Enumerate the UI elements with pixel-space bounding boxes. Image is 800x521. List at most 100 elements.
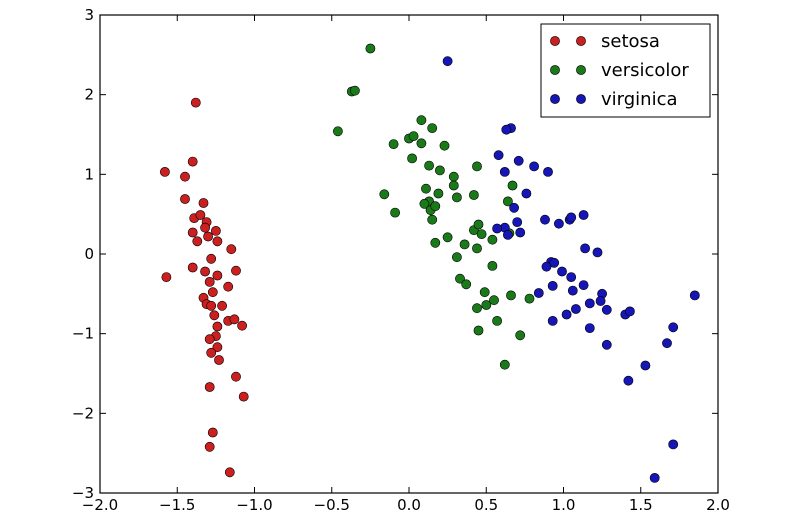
point-setosa-17 [187,262,198,273]
point-virginica-26 [566,272,577,282]
point-versicolor-17 [433,188,444,199]
point-versicolor-11 [407,153,417,164]
point-versicolor-34 [442,232,453,243]
point-virginica-42 [689,290,700,301]
point-versicolor-10 [439,140,450,151]
point-versicolor-12 [424,160,434,171]
point-setosa-7 [195,210,206,220]
point-versicolor-32 [459,239,470,250]
point-setosa-32 [237,320,247,331]
point-setosa-10 [210,225,221,236]
point-setosa-40 [204,382,215,392]
point-versicolor-47 [524,293,535,304]
x-tick-label: −2.0 [82,496,118,514]
point-versicolor-9 [416,138,427,149]
point-versicolor-43 [473,325,484,336]
point-virginica-48 [649,472,660,483]
point-setosa-21 [161,272,172,282]
point-virginica-15 [540,214,550,225]
point-virginica-37 [547,315,558,326]
point-versicolor-13 [434,165,445,176]
point-versicolor-31 [487,234,498,245]
point-versicolor-14 [448,171,459,182]
point-virginica-18 [566,212,577,223]
x-tick-label: 0.5 [474,496,498,514]
legend-marker-virginica [576,94,586,104]
point-virginica-9 [509,202,519,213]
point-versicolor-37 [487,260,498,271]
x-tick-label: 1.0 [552,496,576,514]
point-setosa-23 [223,281,234,292]
point-versicolor-5 [427,123,438,134]
y-tick-label: −1 [72,325,94,343]
point-virginica-34 [571,304,581,314]
point-virginica-10 [512,217,523,227]
point-virginica-43 [668,322,679,333]
x-tick-label: 1.5 [629,496,653,514]
point-setosa-22 [204,276,215,287]
x-tick-label: 2.0 [706,496,730,514]
point-setosa-0 [190,97,201,108]
point-setosa-3 [180,171,190,182]
legend-marker-setosa [550,36,560,46]
point-setosa-36 [212,342,223,353]
point-versicolor-19 [451,192,462,203]
point-virginica-46 [623,375,634,386]
point-virginica-7 [499,166,510,177]
point-setosa-33 [212,321,223,332]
point-virginica-27 [547,280,558,291]
point-virginica-21 [592,247,603,258]
y-tick-label: −3 [72,484,94,502]
point-versicolor-52 [489,295,499,306]
point-versicolor-18 [448,180,459,191]
point-setosa-27 [206,300,217,311]
point-versicolor-35 [472,243,482,254]
point-virginica-12 [492,223,502,234]
series-setosa [159,97,249,478]
point-versicolor-41 [481,300,492,310]
point-virginica-36 [601,304,612,315]
point-setosa-24 [207,287,218,298]
point-setosa-39 [231,371,241,382]
point-virginica-28 [578,280,589,290]
point-setosa-35 [204,334,215,345]
point-versicolor-29 [473,219,484,230]
point-versicolor-45 [506,290,516,301]
point-setosa-13 [192,236,203,247]
point-setosa-29 [209,310,220,321]
point-virginica-38 [584,323,595,333]
point-versicolor-23 [419,198,430,209]
point-versicolor-50 [507,180,518,191]
point-versicolor-48 [499,359,510,370]
y-tick-label: 3 [84,6,94,24]
point-versicolor-2 [349,85,360,96]
points-layer [159,43,700,483]
legend-marker-setosa [576,36,586,46]
y-tick-label: 2 [84,86,94,104]
x-tick-label: −1.5 [159,496,195,514]
point-virginica-30 [533,288,544,298]
legend-item-virginica: virginica [550,89,678,110]
point-virginica-5 [529,161,539,172]
point-virginica-14 [515,227,526,238]
point-setosa-41 [238,391,249,402]
point-setosa-12 [203,231,213,242]
point-setosa-42 [207,427,218,438]
point-versicolor-27 [427,214,438,225]
series-versicolor [332,43,535,370]
y-tick-label: 0 [84,245,94,263]
point-versicolor-8 [388,139,399,149]
point-virginica-45 [640,360,651,371]
point-virginica-16 [554,218,564,229]
point-versicolor-16 [421,183,431,194]
point-versicolor-7 [408,131,419,141]
legend-marker-virginica [550,94,560,104]
y-tick-label: 1 [84,165,94,183]
point-virginica-29 [567,285,578,296]
point-virginica-47 [668,439,679,450]
point-virginica-33 [595,296,606,306]
y-tick-label: −2 [72,404,94,422]
point-versicolor-33 [430,237,441,248]
point-virginica-20 [580,243,590,254]
